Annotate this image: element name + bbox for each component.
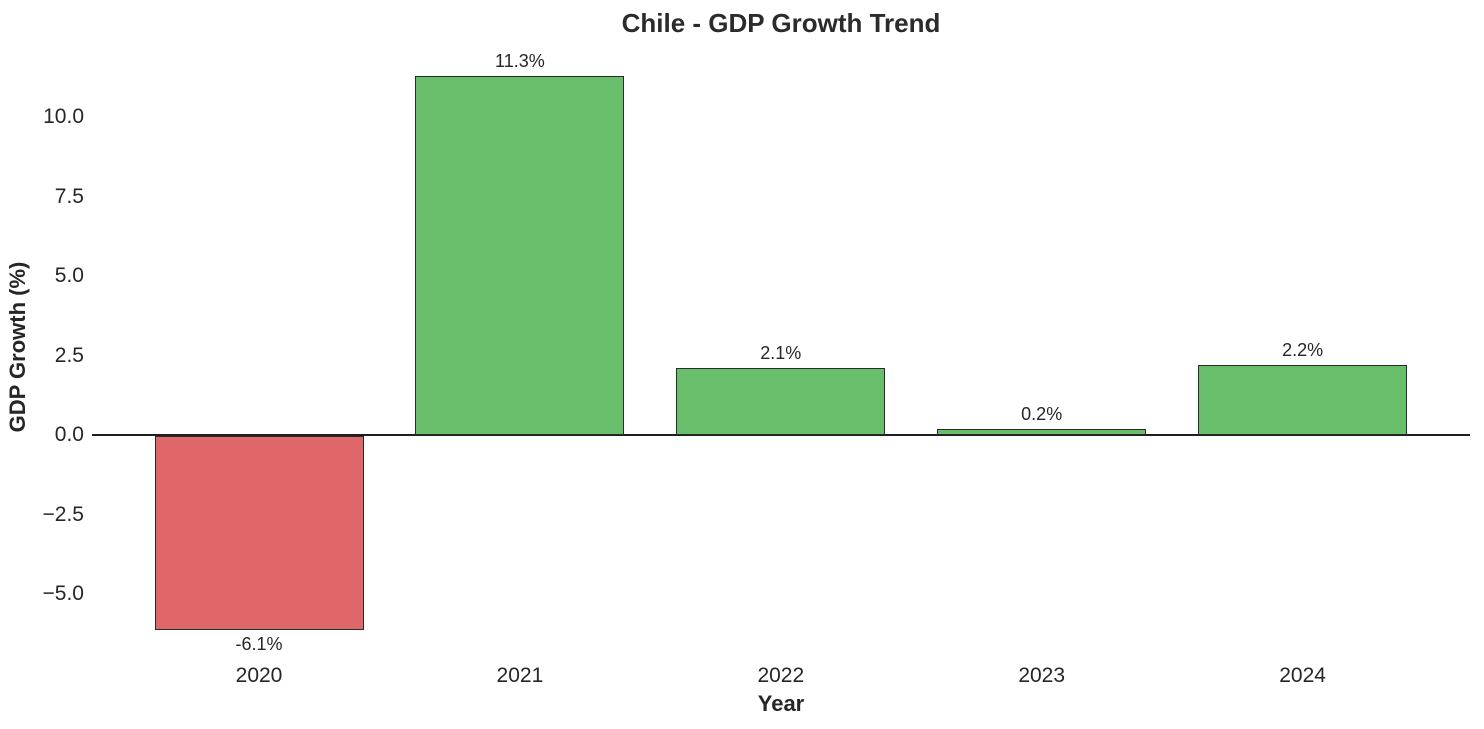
ytick-label-10.0: 10.0	[43, 105, 84, 128]
xtick-label-2024: 2024	[1279, 664, 1326, 687]
bar-value-label-2023: 0.2%	[1021, 403, 1063, 424]
ytick-label-0.0: 0.0	[54, 423, 84, 446]
xtick-label-2021: 2021	[496, 664, 544, 687]
xtick-label-2022: 2022	[757, 664, 805, 687]
bar-2021	[415, 75, 625, 435]
bar-2024	[1198, 365, 1408, 435]
ytick-label-2.5: 2.5	[54, 343, 84, 367]
bar-2023	[937, 428, 1147, 435]
x-axis-label: Year	[757, 691, 805, 716]
ytick-label-−5.0: −5.0	[42, 582, 84, 605]
xtick-label-2023: 2023	[1018, 664, 1066, 687]
bar-value-label-2022: 2.1%	[760, 343, 802, 364]
bar-value-label-2020: -6.1%	[235, 633, 283, 654]
xtick-label-2020: 2020	[235, 664, 283, 687]
bar-2020	[154, 436, 364, 630]
bar-value-label-2021: 11.3%	[495, 50, 545, 71]
ytick-label-7.5: 7.5	[54, 184, 84, 208]
ytick-label-5.0: 5.0	[54, 264, 84, 287]
ytick-label-−2.5: −2.5	[42, 502, 84, 526]
chart-title: Chile - GDP Growth Trend	[621, 8, 941, 38]
zero-baseline	[92, 434, 1470, 436]
bar-2022	[676, 368, 886, 435]
bar-value-label-2024: 2.2%	[1282, 340, 1324, 361]
